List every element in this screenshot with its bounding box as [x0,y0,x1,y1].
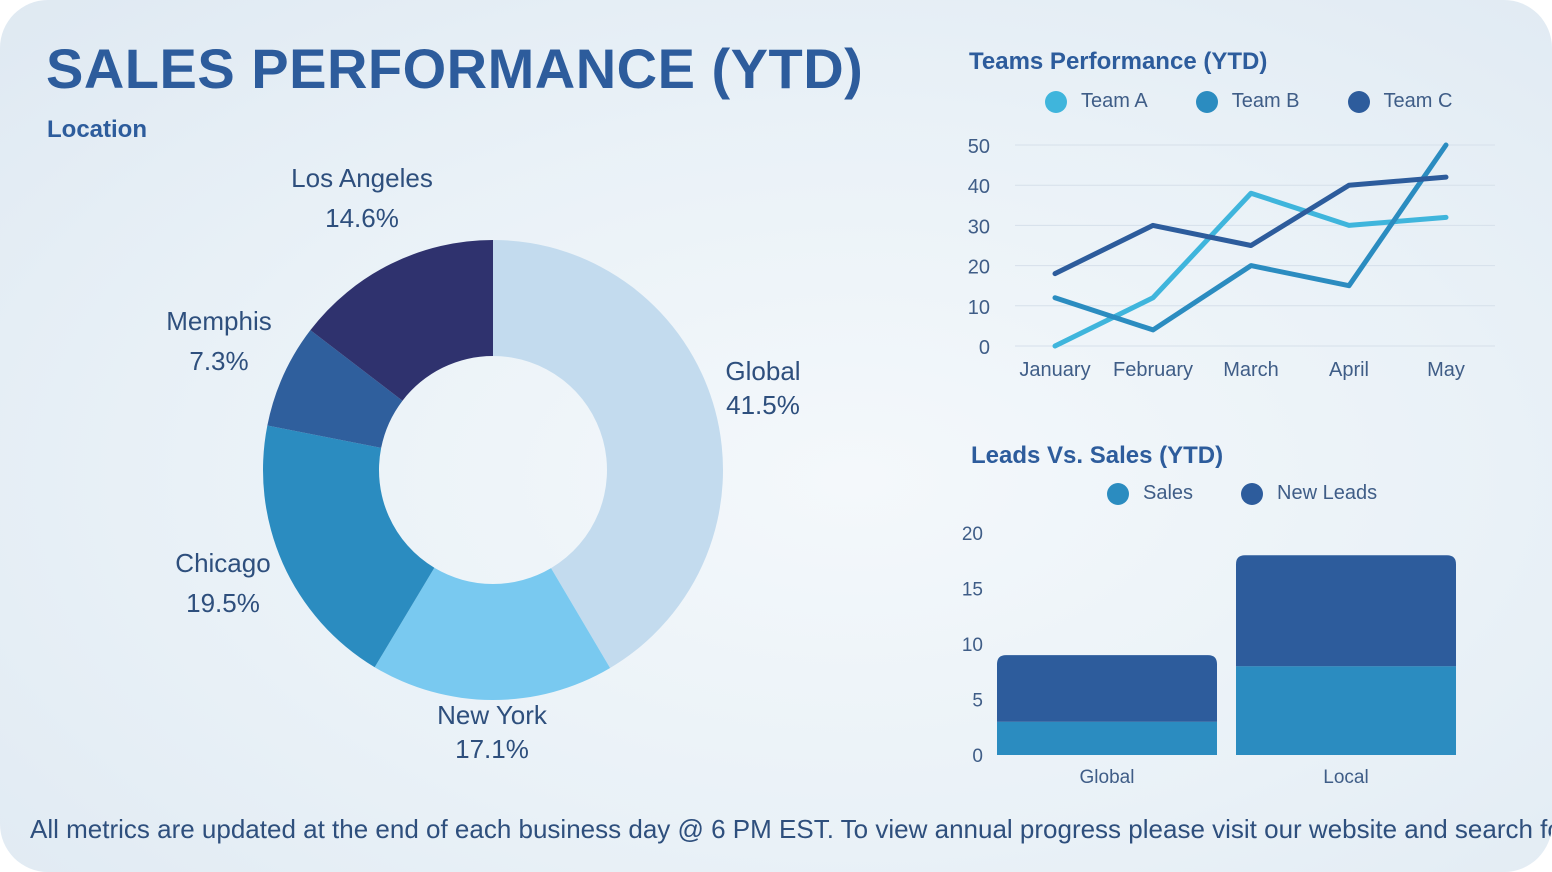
donut-value-new-york: 17.1% [455,734,529,764]
teams-legend: Team A Team B Team C [1045,90,1500,113]
location-donut-chart: Global 41.5% New York 17.1% Chicago 19.5% Memp… [166,163,800,764]
donut-label-memphis: Memphis [166,306,271,336]
legend-swatch [1045,90,1067,113]
line-series-team-a [1052,190,1449,349]
legend-label: Team C [1383,90,1453,112]
bar-global-new-leads [997,655,1217,722]
x-tick-label: March [1223,359,1279,381]
y-tick-label: 10 [968,297,990,319]
line-series-team-c [1052,174,1449,277]
teams-line-chart: 0 10 20 30 40 50 January February March April May [968,136,1495,381]
donut-label-chicago: Chicago [175,548,270,578]
y-tick-label: 30 [968,216,990,238]
leads-chart-title: Leads Vs. Sales (YTD) [971,442,1224,469]
y-tick-label: 20 [968,257,990,279]
donut-value-chicago: 19.5% [186,588,260,618]
legend-label: Team B [1231,90,1300,112]
leads-legend-item-new-leads: New Leads [1241,482,1377,505]
donut-label-los-angeles: Los Angeles [291,163,433,193]
y-tick-label: 5 [972,691,983,712]
donut-slice-global [493,240,723,668]
location-chart-title: Location [47,116,147,143]
legend-swatch [1107,482,1129,505]
leads-legend: Sales New Leads [1107,482,1425,505]
y-tick-label: 20 [962,524,983,545]
teams-chart-title: Teams Performance (YTD) [969,48,1268,75]
y-tick-label: 40 [968,176,990,198]
legend-label: New Leads [1277,482,1378,504]
teams-legend-item-team-a: Team A [1045,90,1148,113]
donut-slice-chicago [262,425,435,668]
line-series-team-b [1052,142,1449,333]
bar-local-new-leads [1236,555,1456,667]
x-tick-label: February [1113,359,1193,381]
donut-slice-memphis [267,330,403,448]
legend-swatch [1241,482,1264,505]
x-tick-label: April [1329,359,1369,381]
page-title: SALES PERFORMANCE (YTD) [46,37,864,100]
legend-swatch [1195,90,1218,113]
donut-value-memphis: 7.3% [189,346,248,376]
y-tick-label: 15 [962,580,983,601]
legend-label: Sales [1143,482,1194,504]
x-tick-label: Global [1080,767,1135,788]
donut-label-global: Global [725,356,800,386]
leads-legend-item-sales: Sales [1107,482,1193,505]
donut-value-los-angeles: 14.6% [325,203,399,233]
legend-label: Team A [1081,90,1148,112]
donut-value-global: 41.5% [726,390,800,420]
x-tick-label: May [1427,359,1465,381]
teams-legend-item-team-c: Team C [1347,90,1453,113]
teams-legend-item-team-b: Team B [1195,90,1300,113]
donut-slice-los-angeles [310,240,493,401]
legend-swatch [1347,90,1370,113]
x-tick-label: Local [1323,767,1368,788]
y-tick-label: 10 [962,635,983,656]
y-tick-label: 0 [979,337,990,359]
bar-global-sales [997,721,1217,755]
y-tick-label: 0 [972,746,983,767]
footer-note: All metrics are updated at the end of ea… [30,814,1552,844]
leads-bar-chart: 0 5 10 15 20 Global Local [962,524,1456,788]
donut-label-new-york: New York [437,700,548,730]
x-tick-label: January [1019,359,1090,381]
donut-slice-new-york [374,567,611,700]
y-tick-label: 50 [968,136,990,158]
bar-local-sales [1236,666,1456,755]
